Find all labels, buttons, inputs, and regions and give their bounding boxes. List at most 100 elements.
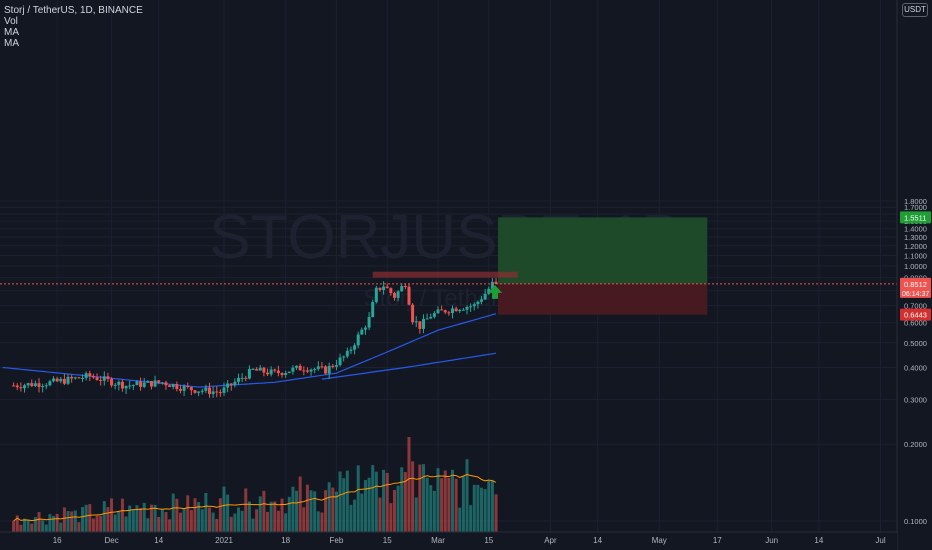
volume-bar <box>494 494 498 532</box>
volume-bar <box>164 512 168 532</box>
volume-bar <box>418 464 422 532</box>
volume-bar <box>454 478 458 532</box>
candle-body <box>302 370 306 372</box>
volume-bar <box>182 508 186 532</box>
candle-body <box>392 292 396 298</box>
price-tick-label: 0.2000 <box>904 440 927 449</box>
candle-body <box>197 391 201 393</box>
volume-bar <box>95 515 99 532</box>
candle-body <box>200 390 204 392</box>
long-entry-arrow-icon <box>488 284 503 299</box>
candle-body <box>113 384 117 386</box>
candle-body <box>269 369 273 375</box>
countdown-label: 06:14:37 <box>902 291 929 298</box>
volume-bar <box>149 504 153 532</box>
volume-bar <box>66 510 70 532</box>
candle-body <box>400 286 404 292</box>
candle-body <box>62 378 66 384</box>
candle-body <box>182 386 186 391</box>
price-axis-background <box>897 0 932 550</box>
candle-body <box>494 281 498 284</box>
candle-body <box>88 373 92 377</box>
time-tick-label: Feb <box>330 536 344 545</box>
candle-body <box>146 381 150 383</box>
volume-bar <box>12 520 16 532</box>
candle-body <box>99 380 103 382</box>
chart-legend: Storj / TetherUS, 1D, BINANCE Vol MA MA <box>4 5 143 49</box>
candle-body <box>233 381 237 386</box>
volume-bar <box>291 486 295 532</box>
take-profit-badge: 1.5511 <box>900 211 931 224</box>
price-tick-label: 1.7000 <box>904 203 927 212</box>
candle-body <box>124 385 128 389</box>
volume-bar <box>186 495 190 532</box>
volume-bar <box>240 510 244 532</box>
volume-ma-line <box>13 473 497 522</box>
candle-body <box>349 349 353 351</box>
symbol-title[interactable]: Storj / TetherUS, 1D, BINANCE <box>4 5 143 16</box>
volume-bar <box>324 490 328 532</box>
volume-bar <box>407 437 411 532</box>
volume-bar <box>168 519 172 532</box>
candle-body <box>41 386 45 388</box>
candle-body <box>204 387 208 391</box>
indicator-volume[interactable]: Vol <box>4 16 18 27</box>
candle-body <box>284 372 288 375</box>
candle-body <box>360 329 364 335</box>
time-tick-label: 15 <box>383 536 392 545</box>
candle-body <box>338 357 342 366</box>
candle-body <box>291 367 295 372</box>
indicator-ma-2[interactable]: MA <box>4 38 19 49</box>
volume-bar <box>302 507 306 532</box>
volume-bar <box>385 472 389 532</box>
candle-body <box>382 286 386 291</box>
candle-body <box>425 318 429 320</box>
volume-bars <box>12 437 498 532</box>
volume-bar <box>411 461 415 532</box>
volume-bar <box>229 516 233 532</box>
candle-body <box>95 377 99 381</box>
last-price-badge: 0.8512 06:14:37 <box>900 277 931 298</box>
volume-bar <box>363 480 367 532</box>
volume-bar <box>37 512 41 532</box>
candle-body <box>193 390 197 393</box>
volume-bar <box>160 509 164 532</box>
volume-bar <box>378 497 382 532</box>
candle-body <box>120 381 124 389</box>
candle-body <box>429 316 433 319</box>
volume-bar <box>432 490 436 532</box>
candle-body <box>461 309 465 311</box>
candle-body <box>440 309 444 311</box>
time-tick-label: 2021 <box>215 536 233 545</box>
candle-body <box>316 366 320 369</box>
take-profit-badge-bg <box>900 211 931 224</box>
candle-body <box>255 368 259 371</box>
candle-body <box>84 373 88 379</box>
price-tick-label: 0.3000 <box>904 395 927 404</box>
indicator-ma-1[interactable]: MA <box>4 27 19 38</box>
volume-bar <box>465 459 469 532</box>
candle-body <box>189 387 193 391</box>
candle-body <box>157 380 161 383</box>
volume-bar <box>367 477 371 532</box>
candle-body <box>19 387 23 389</box>
time-tick-label: 18 <box>281 536 290 545</box>
candle-body <box>160 382 164 384</box>
candle-body <box>30 383 34 387</box>
volume-bar <box>171 493 175 532</box>
currency-badge[interactable]: USDT <box>902 3 928 17</box>
candle-body <box>327 365 331 374</box>
candle-body <box>403 286 407 288</box>
candle-body <box>487 288 491 294</box>
volume-bar <box>131 510 135 532</box>
candle-body <box>222 387 226 393</box>
candle-body <box>432 313 436 317</box>
volume-bar <box>382 469 386 532</box>
volume-bar <box>309 490 313 532</box>
volume-bar <box>197 502 201 532</box>
volume-bar <box>255 509 259 532</box>
candle-body <box>353 345 357 350</box>
candle-body <box>276 370 280 374</box>
